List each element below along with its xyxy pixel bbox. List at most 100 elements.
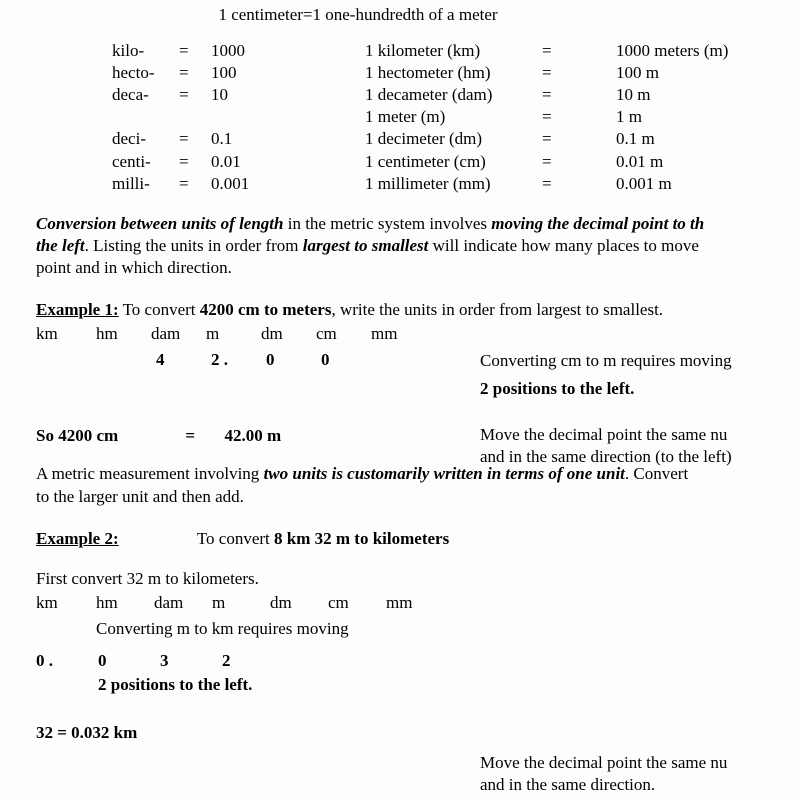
unit-label: mm [386,592,444,614]
para1-h: point and in which direction. [36,258,232,277]
para1-f: largest to smallest [303,236,429,255]
prefix-name: centi- [106,151,173,173]
equals: = [536,151,568,173]
example2-heading-row: Example 2: To convert 8 km 32 m to kilom… [36,528,800,550]
example2-eq: 32 = 0.032 km [36,723,137,742]
prefix-name: kilo- [106,40,173,62]
equals: = [173,84,205,106]
unit-name: 1 millimeter (mm) [359,173,536,195]
equals: = [173,128,205,150]
equals: = [173,151,205,173]
digit: 4 [156,349,211,371]
para2-a: A metric measurement involving [36,464,264,483]
unit-label: mm [371,323,426,345]
unit-label: hm [96,592,154,614]
example1-units-row: kmhmdammdmcmmm [36,323,800,345]
prefix-row: deca-=101 decameter (dam)=10 m [106,84,734,106]
unit-label: m [212,592,270,614]
digit: 0 [98,650,160,672]
prefix-value: 0.01 [205,151,287,173]
example1-note1: Converting cm to m requires moving [480,350,800,372]
unit-meters: 0.001 m [610,173,734,195]
unit-label: hm [96,323,151,345]
prefix-row: milli-=0.0011 millimeter (mm)=0.001 m [106,173,734,195]
equals [173,106,205,128]
example-2: Example 2: To convert 8 km 32 m to kilom… [36,528,800,745]
para1-d: the left [36,236,85,255]
para1-g: will indicate how many places to move [428,236,699,255]
para1-e: . Listing the units in order from [85,236,303,255]
prefix-name: deca- [106,84,173,106]
para1-b: in the metric system involves [283,214,491,233]
prefix-row: deci-=0.11 decimeter (dm)=0.1 m [106,128,734,150]
example1-note3b: and in the same direction (to the left) [480,446,800,468]
equals: = [173,62,205,84]
unit-label: dm [270,592,328,614]
example1-note3a: Move the decimal point the same nu [480,424,800,446]
para1-c: moving the decimal point to th [491,214,704,233]
unit-label: m [206,323,261,345]
example1-heading-row: Example 1: To convert 4200 cm to meters,… [36,299,800,321]
prefix-table: kilo-=10001 kilometer (km)=1000 meters (… [106,40,734,195]
unit-label: km [36,592,96,614]
unit-meters: 1000 meters (m) [610,40,734,62]
prefix-row: hecto-=1001 hectometer (hm)=100 m [106,62,734,84]
prefix-value: 1000 [205,40,287,62]
document-page: 1 centimeter=1 one-hundredth of a meter … [0,0,800,802]
unit-name: 1 meter (m) [359,106,536,128]
digit: 2 . [211,349,266,371]
prefix-row: 1 meter (m)= 1 m [106,106,734,128]
equals: = [173,40,205,62]
prefix-value: 100 [205,62,287,84]
example2-units-row: kmhmdammdmcmmm [36,592,800,614]
conversion-paragraph: Conversion between units of length in th… [36,213,800,279]
example2-convert-line: Converting m to km requires moving [96,618,800,640]
digit: 0 [266,349,321,371]
equals: = [536,106,568,128]
prefix-name [106,106,173,128]
definition-line: 1 centimeter=1 one-hundredth of a meter [36,4,800,26]
unit-label: dam [154,592,212,614]
unit-meters: 1 m [610,106,734,128]
digit: 3 [160,650,222,672]
unit-meters: 100 m [610,62,734,84]
equals: = [536,40,568,62]
example2-note-b: and in the same direction. [480,774,800,796]
example1-lead-b: 4200 cm to meters [200,300,332,319]
example2-note-a: Move the decimal point the same nu [480,752,800,774]
unit-name: 1 centimeter (cm) [359,151,536,173]
prefix-name: deci- [106,128,173,150]
equals: = [536,62,568,84]
unit-label: km [36,323,96,345]
para2-d: to the larger unit and then add. [36,487,244,506]
prefix-value: 10 [205,84,287,106]
equals: = [536,173,568,195]
example2-digits: 0 .032 [36,650,800,672]
unit-name: 1 hectometer (hm) [359,62,536,84]
unit-name: 1 decameter (dam) [359,84,536,106]
equals: = [536,84,568,106]
digit: 0 . [36,650,98,672]
equals: = [173,173,205,195]
digit: 2 [222,650,284,672]
example1-head: Example 1: [36,300,119,319]
prefix-name: milli- [106,173,173,195]
example2-lead-b: 8 km 32 m to kilometers [274,529,449,548]
unit-label: dm [261,323,316,345]
prefix-row: centi-=0.011 centimeter (cm)=0.01 m [106,151,734,173]
unit-name: 1 decimeter (dm) [359,128,536,150]
two-units-paragraph: A metric measurement involving two units… [36,463,800,507]
unit-meters: 10 m [610,84,734,106]
unit-label: cm [328,592,386,614]
unit-meters: 0.01 m [610,151,734,173]
example1-note2: 2 positions to the left. [480,378,800,400]
example2-lead: To convert [197,529,274,548]
prefix-value: 0.1 [205,128,287,150]
digit: 0 [321,349,376,371]
unit-meters: 0.1 m [610,128,734,150]
example2-first-line: First convert 32 m to kilometers. [36,568,800,590]
unit-label: dam [151,323,206,345]
para1-a: Conversion between units of length [36,214,283,233]
equals: = [536,128,568,150]
prefix-row: kilo-=10001 kilometer (km)=1000 meters (… [106,40,734,62]
